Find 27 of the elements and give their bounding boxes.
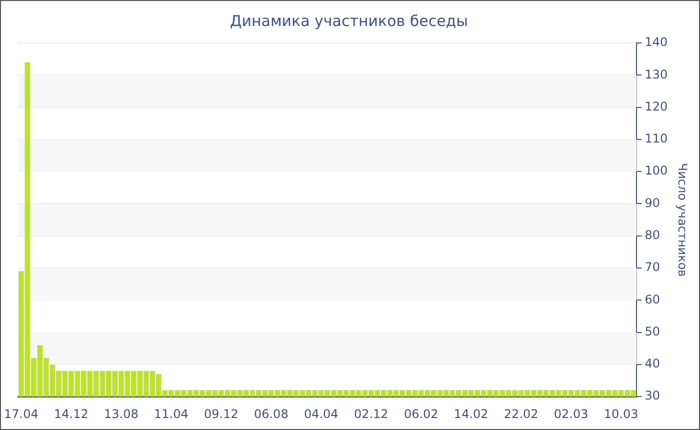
y-tick-label: 140 bbox=[644, 35, 668, 50]
y-tick-label: 30 bbox=[644, 388, 660, 403]
x-tick-label: 06.08 bbox=[254, 406, 288, 421]
x-tick-label: 14.12 bbox=[54, 406, 88, 421]
y-tick-label: 100 bbox=[644, 164, 668, 178]
chart-title: Динамика участников беседы bbox=[230, 12, 468, 30]
y-tick-label: 120 bbox=[644, 99, 668, 114]
x-tick-label: 09.12 bbox=[204, 406, 238, 421]
x-tick-label: 06.02 bbox=[404, 406, 438, 421]
y-axis-title: Число участников bbox=[676, 162, 690, 277]
y-tick-label: 60 bbox=[644, 292, 660, 306]
y-tick-label: 80 bbox=[644, 228, 660, 242]
y-tick-label: 130 bbox=[644, 67, 668, 82]
x-tick-label: 04.04 bbox=[304, 406, 338, 421]
y-tick-label: 90 bbox=[644, 196, 660, 210]
x-tick-label: 11.04 bbox=[154, 406, 188, 421]
x-tick-label: 10.03 bbox=[604, 406, 638, 421]
y-tick-label: 40 bbox=[644, 356, 660, 371]
x-tick-label: 02.03 bbox=[554, 406, 588, 421]
x-tick-label: 17.04 bbox=[4, 406, 38, 421]
y-tick-label: 70 bbox=[644, 260, 660, 274]
x-tick-label: 02.12 bbox=[354, 406, 388, 421]
x-tick-label: 14.02 bbox=[454, 406, 488, 421]
y-tick-label: 110 bbox=[644, 132, 668, 146]
y-tick-label: 50 bbox=[644, 324, 660, 338]
x-tick-label: 13.08 bbox=[104, 406, 138, 421]
x-tick-label: 22.02 bbox=[504, 406, 538, 421]
